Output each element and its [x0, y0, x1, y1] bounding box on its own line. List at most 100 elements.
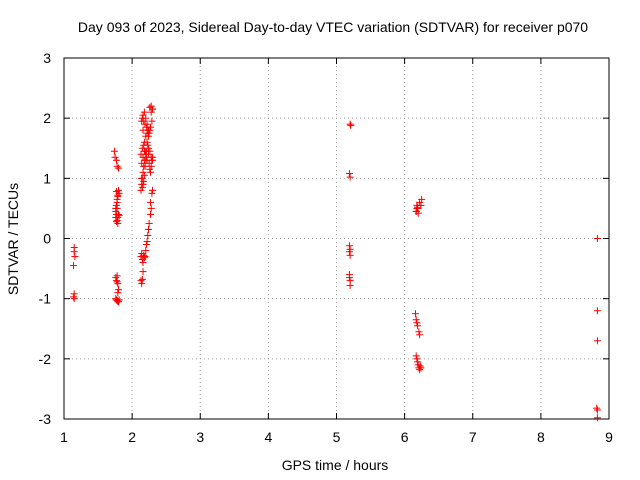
y-tick-label: -3 [39, 411, 52, 427]
data-point [593, 406, 601, 414]
x-tick-label: 3 [196, 429, 204, 445]
data-point [111, 153, 119, 161]
data-point [138, 275, 146, 283]
data-point [113, 195, 121, 203]
data-point [147, 108, 155, 116]
y-tick-label: -2 [39, 351, 52, 367]
data-point [143, 238, 151, 246]
data-point [115, 212, 123, 220]
data-point [113, 162, 121, 170]
data-point [112, 188, 120, 196]
data-point [415, 328, 423, 336]
data-point [112, 277, 120, 285]
y-tick-label: 3 [43, 50, 51, 66]
data-point [138, 174, 146, 182]
data-point [593, 235, 601, 242]
data-point [412, 207, 420, 215]
data-point [143, 138, 151, 146]
data-point [142, 147, 150, 155]
data-point [142, 114, 150, 122]
data-point [149, 153, 157, 161]
data-point [146, 165, 154, 173]
plot-frame [63, 57, 610, 420]
grid [64, 58, 609, 419]
x-tick-label: 2 [128, 429, 136, 445]
data-point [345, 242, 353, 250]
data-point [138, 250, 146, 258]
data-point [70, 295, 78, 303]
data-point [145, 219, 153, 227]
data-point [114, 213, 122, 221]
y-tick-label: 1 [43, 170, 51, 186]
data-point [593, 414, 601, 422]
data-point [112, 201, 120, 209]
y-tick-labels: -3 -2 -1 0 1 2 3 [39, 50, 52, 427]
x-tick-label: 9 [605, 429, 613, 445]
data-point [138, 280, 146, 288]
data-point [70, 262, 78, 270]
data-points [70, 102, 601, 422]
data-point [113, 216, 121, 224]
data-point [593, 307, 601, 315]
data-point [417, 364, 425, 372]
data-point [110, 147, 118, 155]
data-point [417, 201, 425, 209]
data-point [346, 251, 354, 259]
data-point [139, 259, 147, 267]
x-tick-label: 1 [60, 429, 68, 445]
data-point [115, 286, 122, 294]
data-point [115, 298, 122, 306]
data-point [142, 156, 150, 164]
data-point [138, 256, 146, 264]
data-point [346, 120, 354, 128]
data-point [71, 253, 79, 261]
y-axis-title: SDTVAR / TECUs [5, 183, 21, 295]
data-point [112, 218, 120, 226]
data-point [147, 210, 155, 218]
data-point [114, 280, 122, 288]
data-point [148, 117, 156, 125]
x-tick-label: 4 [264, 429, 272, 445]
data-point [114, 289, 122, 297]
data-point [143, 120, 151, 128]
data-point [115, 164, 122, 172]
data-point [140, 108, 148, 116]
data-point [593, 337, 601, 345]
data-point [412, 310, 420, 318]
data-point [143, 129, 151, 137]
data-point [112, 204, 120, 212]
data-point [418, 195, 426, 203]
data-point [141, 162, 149, 170]
data-point [414, 322, 422, 330]
x-tick-label: 7 [469, 429, 477, 445]
data-point [139, 168, 147, 176]
data-point [139, 268, 147, 276]
data-point [139, 180, 147, 188]
data-point [593, 404, 601, 412]
data-point [144, 231, 152, 239]
data-point [137, 253, 145, 261]
data-point [345, 248, 353, 256]
data-point [413, 204, 421, 212]
data-point [70, 293, 78, 301]
data-point [138, 183, 146, 191]
data-point [149, 186, 157, 194]
data-point [416, 331, 424, 339]
data-point [147, 198, 155, 206]
data-point [416, 362, 424, 370]
data-point [137, 186, 145, 194]
x-tick-label: 8 [537, 429, 545, 445]
data-point [142, 132, 150, 140]
x-tick-label: 6 [401, 429, 409, 445]
data-point [345, 170, 353, 178]
data-point [346, 281, 354, 289]
x-axis-title: GPS time / hours [282, 457, 389, 473]
data-point [142, 247, 150, 255]
data-point [144, 141, 152, 149]
data-point [147, 168, 155, 176]
data-point [114, 191, 122, 199]
data-point [149, 105, 157, 113]
y-tick-label: 0 [43, 231, 51, 247]
chart-title: Day 093 of 2023, Sidereal Day-to-day VTE… [78, 19, 588, 35]
